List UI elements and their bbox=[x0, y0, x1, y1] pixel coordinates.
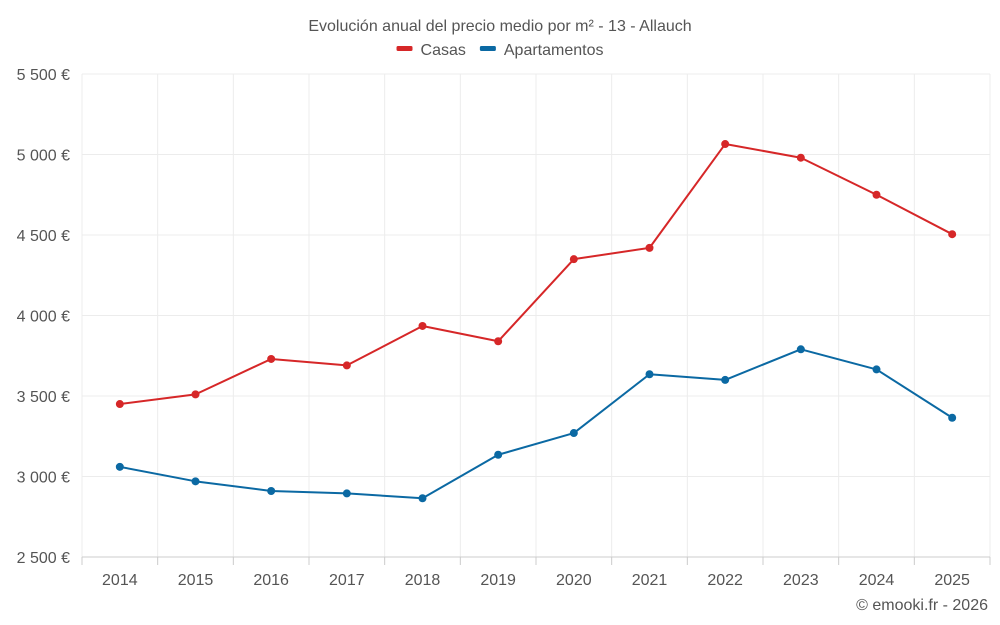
series-casas bbox=[115, 140, 957, 409]
x-tick-label: 2016 bbox=[253, 572, 289, 589]
x-tick-label: 2017 bbox=[329, 572, 365, 589]
legend[interactable]: Casas Apartamentos bbox=[396, 42, 604, 59]
y-tick-label: 4 500 € bbox=[17, 228, 70, 245]
x-tick-label: 2019 bbox=[480, 572, 516, 589]
data-point[interactable] bbox=[494, 337, 503, 346]
legend-label: Apartamentos bbox=[504, 42, 604, 59]
legend-item-apartamentos[interactable]: Apartamentos bbox=[479, 42, 604, 59]
series-line-apartamentos bbox=[118, 348, 954, 500]
credit-text: © emooki.fr - 2026 bbox=[856, 597, 988, 614]
series-line-casas bbox=[118, 143, 954, 406]
data-point[interactable] bbox=[872, 190, 881, 199]
data-point[interactable] bbox=[191, 390, 200, 399]
x-tick-label: 2022 bbox=[707, 572, 743, 589]
legend-item-casas[interactable]: Casas bbox=[396, 42, 466, 59]
x-tick-label: 2023 bbox=[783, 572, 819, 589]
x-tick-label: 2025 bbox=[934, 572, 970, 589]
x-tick-label: 2018 bbox=[405, 572, 441, 589]
data-point[interactable] bbox=[796, 153, 805, 162]
data-point[interactable] bbox=[418, 321, 427, 330]
x-tick-label: 2014 bbox=[102, 572, 138, 589]
data-point[interactable] bbox=[115, 462, 124, 471]
data-point[interactable] bbox=[342, 361, 351, 370]
x-tick-label: 2020 bbox=[556, 572, 592, 589]
data-point[interactable] bbox=[948, 230, 957, 239]
data-point[interactable] bbox=[267, 486, 276, 495]
chart-title: Evolución anual del precio medio por m² … bbox=[308, 18, 691, 35]
series bbox=[115, 140, 957, 503]
legend-swatch bbox=[479, 46, 496, 51]
data-point[interactable] bbox=[569, 255, 578, 264]
axes: 2 500 € 3 000 € 3 500 € 4 000 € 4 500 € 5 000… bbox=[17, 67, 991, 589]
data-point[interactable] bbox=[342, 489, 351, 498]
data-point[interactable] bbox=[191, 477, 200, 486]
y-tick-label: 5 500 € bbox=[17, 67, 70, 84]
data-point[interactable] bbox=[721, 375, 730, 384]
grid bbox=[81, 73, 991, 557]
legend-label: Casas bbox=[421, 42, 466, 59]
y-tick-label: 2 500 € bbox=[17, 550, 70, 567]
x-tick-label: 2015 bbox=[178, 572, 214, 589]
data-point[interactable] bbox=[115, 400, 124, 409]
data-point[interactable] bbox=[796, 345, 805, 354]
data-point[interactable] bbox=[569, 429, 578, 438]
data-point[interactable] bbox=[267, 354, 276, 363]
data-point[interactable] bbox=[494, 450, 503, 459]
legend-swatch bbox=[396, 46, 413, 51]
y-tick-label: 5 000 € bbox=[17, 148, 70, 165]
y-tick-label: 3 500 € bbox=[17, 389, 70, 406]
y-tick-label: 3 000 € bbox=[17, 470, 70, 487]
data-point[interactable] bbox=[721, 140, 730, 149]
data-point[interactable] bbox=[645, 243, 654, 252]
x-tick-label: 2021 bbox=[632, 572, 668, 589]
y-tick-label: 4 000 € bbox=[17, 309, 70, 326]
data-point[interactable] bbox=[948, 413, 957, 422]
series-apartamentos bbox=[115, 345, 957, 503]
data-point[interactable] bbox=[645, 370, 654, 379]
x-tick-label: 2024 bbox=[859, 572, 895, 589]
data-point[interactable] bbox=[872, 365, 881, 374]
data-point[interactable] bbox=[418, 494, 427, 503]
